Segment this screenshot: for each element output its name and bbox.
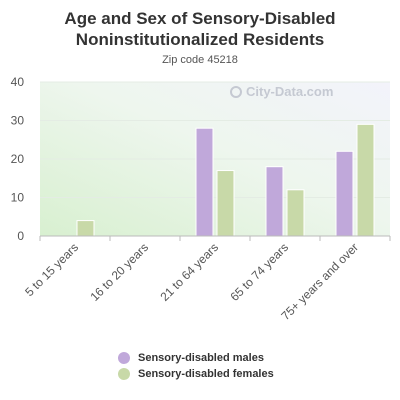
legend-label-females: Sensory-disabled females (138, 368, 274, 380)
legend: Sensory-disabled males Sensory-disabled … (118, 350, 274, 382)
bars (76, 123, 375, 237)
chart-title: Age and Sex of Sensory-Disabled Noninsti… (64, 9, 336, 49)
watermark-text: City-Data.com (246, 84, 334, 99)
x-tick-label: 16 to 20 years (87, 240, 151, 304)
y-tick-label: 10 (11, 191, 25, 205)
bar-females-4 (356, 123, 375, 237)
grid-lines (40, 81, 390, 198)
legend-label-males: Sensory-disabled males (138, 352, 264, 364)
legend-swatch-females (118, 368, 130, 380)
bar-males-2 (195, 127, 214, 237)
chart-subtitle: Zip code 45218 (162, 54, 238, 66)
y-tick-label: 30 (11, 114, 25, 128)
bar-males-3 (265, 166, 284, 237)
y-axis-ticks: 0 10 20 30 40 (11, 75, 25, 243)
x-tick-label: 5 to 15 years (22, 240, 81, 299)
legend-item-females: Sensory-disabled females (118, 366, 274, 382)
bar-females-2 (216, 170, 235, 237)
bar-females-3 (286, 189, 305, 237)
y-tick-label: 0 (17, 229, 24, 243)
y-tick-label: 20 (11, 152, 25, 166)
watermark: City-Data.com (230, 84, 333, 99)
legend-swatch-males (118, 352, 130, 364)
x-tick-label: 21 to 64 years (157, 240, 221, 304)
bar-females-0 (76, 220, 95, 237)
bar-males-4 (335, 150, 354, 237)
x-tick-label: 75+ years and over (278, 240, 361, 323)
x-tick-label: 65 to 74 years (227, 240, 291, 304)
x-axis-ticks: 5 to 15 years 16 to 20 years 21 to 64 year… (22, 236, 391, 323)
y-tick-label: 40 (11, 75, 25, 89)
magnifier-icon (230, 85, 242, 98)
legend-item-males: Sensory-disabled males (118, 350, 274, 366)
